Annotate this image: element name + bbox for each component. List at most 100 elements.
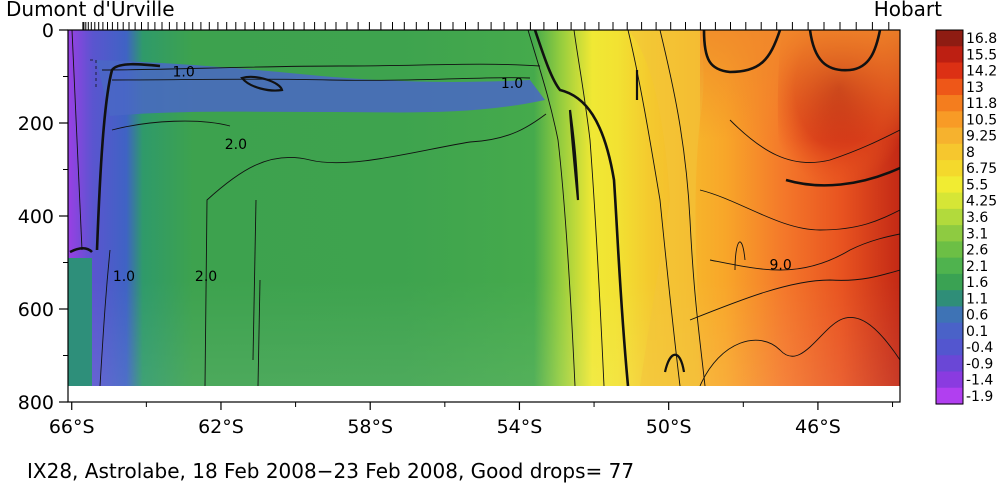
colorbar-swatch bbox=[936, 241, 963, 259]
colorbar-label: 3.1 bbox=[966, 226, 988, 242]
colorbar-swatch bbox=[936, 355, 963, 373]
contour-line bbox=[734, 241, 746, 271]
contour-line bbox=[573, 30, 605, 386]
contour-line bbox=[527, 30, 576, 386]
colorbar-label: 1.1 bbox=[966, 291, 988, 307]
contour-line bbox=[709, 233, 900, 271]
colorbar-swatch bbox=[936, 30, 963, 47]
colorbar-label: 2.6 bbox=[966, 243, 988, 259]
colorbar-label: -0.4 bbox=[966, 340, 993, 356]
colorbar-label: 15.5 bbox=[966, 47, 997, 63]
colorbar-swatch bbox=[936, 78, 963, 96]
colorbar-swatch bbox=[936, 306, 963, 324]
contour-line bbox=[689, 269, 900, 321]
x-tick-label: 66°S bbox=[49, 416, 95, 438]
colorbar-label: 0.1 bbox=[966, 324, 988, 340]
y-tick-label: 0 bbox=[42, 20, 54, 42]
x-tick-label: 58°S bbox=[347, 416, 393, 438]
colorbar-swatch bbox=[936, 208, 963, 226]
colorbar-swatch bbox=[936, 387, 963, 405]
contour-line bbox=[252, 199, 257, 361]
colorbar-frame bbox=[935, 29, 964, 405]
contour-line bbox=[627, 30, 681, 386]
x-tick-label: 62°S bbox=[198, 416, 244, 438]
colorbar-swatch bbox=[936, 257, 963, 275]
contour-label: 1.0 bbox=[113, 269, 135, 285]
colorbar-swatch bbox=[936, 371, 963, 389]
colorbar-swatch bbox=[936, 176, 963, 194]
contour-line-bold bbox=[95, 62, 161, 251]
colorbar-swatch bbox=[936, 95, 963, 112]
colorbar-label: 2.1 bbox=[966, 259, 988, 275]
colorbar-label: 16.8 bbox=[966, 31, 997, 47]
colorbar-swatch bbox=[936, 46, 963, 64]
colorbar-swatch bbox=[936, 111, 963, 129]
contour-line-bold bbox=[785, 166, 900, 187]
colorbar-label: 6.75 bbox=[966, 161, 997, 177]
colorbar-label: -1.4 bbox=[966, 373, 993, 389]
colorbar-swatch bbox=[936, 225, 963, 242]
contour-line bbox=[90, 59, 97, 90]
title-left: Dumont d'Urville bbox=[6, 0, 175, 21]
top-ticks bbox=[82, 22, 890, 30]
contour-line-bold bbox=[808, 30, 882, 72]
contour-line-bold bbox=[240, 75, 284, 92]
contour-line bbox=[257, 279, 261, 386]
colorbar-label: 11.8 bbox=[966, 96, 997, 112]
colorbar-label: 8 bbox=[966, 145, 975, 161]
contour-line-bold bbox=[702, 30, 782, 74]
colorbar-label: 14.2 bbox=[966, 64, 997, 80]
y-tick-label: 400 bbox=[18, 206, 54, 228]
colorbar-swatch bbox=[936, 143, 963, 161]
y-tick-label: 600 bbox=[18, 299, 54, 321]
contour-layer bbox=[69, 30, 900, 386]
contour-line bbox=[99, 249, 111, 386]
colorbar-label: 1.6 bbox=[966, 275, 988, 291]
colorbar-label: -1.9 bbox=[966, 389, 993, 405]
colorbar-swatch bbox=[936, 322, 963, 340]
contour-label: 1.0 bbox=[501, 76, 523, 92]
contour-line-bold bbox=[568, 109, 580, 201]
colorbar-swatch bbox=[936, 273, 963, 291]
warm-tongue bbox=[628, 30, 704, 386]
colorbar-swatch bbox=[936, 62, 963, 80]
colorbar-swatch bbox=[936, 192, 963, 210]
x-tick-label: 50°S bbox=[646, 416, 692, 438]
contour-line bbox=[111, 120, 231, 131]
contour-line bbox=[204, 113, 547, 386]
title-right: Hobart bbox=[874, 0, 942, 21]
colorbar-label: 9.25 bbox=[966, 129, 997, 145]
contour-label: 2.0 bbox=[195, 269, 217, 285]
colorbar-label: 0.6 bbox=[966, 308, 988, 324]
x-axis: 66°S 62°S 58°S 54°S 50°S 46°S bbox=[49, 402, 894, 438]
caption: IX28, Astrolabe, 18 Feb 2008−23 Feb 2008… bbox=[27, 459, 634, 483]
colorbar: 16.815.514.21311.810.59.2586.755.54.253.… bbox=[935, 29, 997, 405]
y-axis: 0 200 400 600 800 bbox=[18, 20, 68, 414]
colorbar-label: 10.5 bbox=[966, 112, 997, 128]
contour-line bbox=[699, 189, 900, 231]
contour-line-bold bbox=[533, 30, 630, 386]
contour-line bbox=[699, 316, 900, 386]
y-tick-label: 200 bbox=[18, 113, 54, 135]
colorbar-label: 13 bbox=[966, 80, 984, 96]
contour-line bbox=[111, 77, 531, 81]
colorbar-label: -0.9 bbox=[966, 356, 993, 372]
contour-label: 1.0 bbox=[173, 65, 195, 81]
y-tick-label: 800 bbox=[18, 392, 54, 414]
colorbar-swatch bbox=[936, 290, 963, 308]
contour-line bbox=[729, 119, 900, 164]
warm-surface-tint bbox=[700, 30, 900, 140]
contour-label: 2.0 bbox=[225, 137, 247, 153]
contour-labels: 1.0 2.0 1.0 1.0 2.0 9.0 bbox=[113, 65, 792, 286]
contour-line bbox=[71, 30, 83, 251]
colorbar-swatch bbox=[936, 160, 963, 177]
x-tick-label: 46°S bbox=[795, 416, 841, 438]
colorbar-label: 3.6 bbox=[966, 210, 988, 226]
colorbar-swatch bbox=[936, 338, 963, 356]
contour-line bbox=[101, 63, 541, 71]
contour-line bbox=[659, 30, 706, 386]
colorbar-label: 4.25 bbox=[966, 194, 997, 210]
colorbar-swatch bbox=[936, 127, 963, 145]
contour-label: 9.0 bbox=[769, 257, 791, 273]
surface-cold-band bbox=[96, 60, 545, 116]
